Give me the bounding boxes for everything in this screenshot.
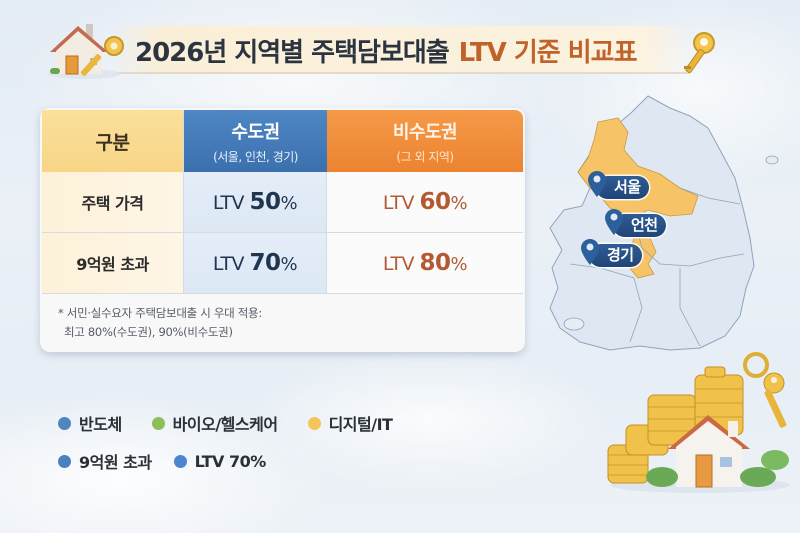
pin-label: 서울	[596, 176, 649, 199]
footnote-line-1: * 서민·실수요자 주택담보대출 시 우대 적용:	[58, 306, 262, 320]
header-category-label: 구분	[95, 131, 130, 154]
table-header-row: 구분 수도권 (서울, 인천, 경기) 비수도권 (그 외 지역)	[42, 110, 523, 172]
green-dot-icon	[151, 416, 165, 430]
pin-label: 언천	[613, 214, 666, 237]
legend-label: 바이오/헬스케어	[172, 415, 278, 434]
map-pin-seoul[interactable]: 서울	[588, 170, 649, 199]
legend-row: 9억원 초과 LTV 70%	[58, 448, 422, 474]
header-capital-label: 수도권	[231, 121, 280, 143]
pin-label: 경기	[589, 244, 642, 267]
table-row: 9억원 초과 LTV 70% LTV 80%	[42, 233, 523, 294]
header-non-capital-label: 비수도권	[392, 121, 458, 143]
blue-dot-icon	[173, 454, 187, 468]
row-label-cell: 9억원 초과	[42, 233, 184, 294]
header-non-capital-area: 비수도권 (그 외 지역)	[327, 110, 523, 172]
legend-label: 9억원 초과	[79, 453, 152, 472]
location-pin-icon	[588, 170, 606, 197]
legend-item-semiconductor: 반도체	[58, 411, 122, 435]
legend-label: 반도체	[79, 415, 122, 434]
yellow-dot-icon	[307, 416, 321, 430]
legend: 반도체 바이오/헬스케어 디지털/IT 9억원 초과 LTV 70%	[58, 410, 422, 486]
location-pin-icon	[605, 208, 623, 235]
header-category: 구분	[42, 110, 184, 172]
capital-ltv-value: LTV 50%	[212, 189, 298, 215]
row-label: 주택 가격	[81, 194, 144, 213]
title-accent: LTV 기준 비교표	[458, 37, 638, 68]
legend-item-over-900m: 9억원 초과	[58, 449, 152, 473]
title-main: 2026년 지역별 주택담보대출	[135, 37, 450, 68]
row-label: 9억원 초과	[76, 255, 149, 274]
legend-label: LTV 70%	[194, 451, 267, 471]
header-capital-sub: (서울, 인천, 경기)	[213, 149, 298, 164]
ltv-comparison-table: 구분 수도권 (서울, 인천, 경기) 비수도권 (그 외 지역) 주택 가격 …	[40, 108, 525, 352]
blue-dot-icon	[58, 416, 71, 430]
header-capital-area: 수도권 (서울, 인천, 경기)	[184, 110, 327, 172]
non-capital-ltv-cell: LTV 60%	[327, 172, 523, 233]
table-footnote: * 서민·실수요자 주택담보대출 시 우대 적용: 최고 80%(수도권), 9…	[58, 304, 262, 342]
house-with-key-icon	[48, 24, 124, 79]
page-title: 2026년 지역별 주택담보대출 LTV 기준 비교표	[135, 30, 637, 70]
capital-ltv-cell: LTV 50%	[184, 172, 327, 233]
header-non-capital-sub: (그 외 지역)	[396, 149, 454, 164]
map-pin-incheon[interactable]: 언천	[605, 208, 666, 237]
footnote-line-2: 최고 80%(수도권), 90%(비수도권)	[64, 325, 233, 339]
map-pin-gyeonggi[interactable]: 경기	[581, 238, 642, 267]
table-row: 주택 가격 LTV 50% LTV 60%	[42, 172, 523, 233]
legend-item-digital-it: 디지털/IT	[307, 411, 393, 435]
title-banner	[112, 26, 692, 74]
house-coins-key-icon	[607, 352, 790, 493]
golden-key-icon	[684, 32, 715, 74]
blue-dot-icon	[58, 454, 71, 468]
row-label-cell: 주택 가격	[42, 172, 184, 233]
non-capital-ltv-cell: LTV 80%	[327, 233, 523, 294]
legend-item-ltv-70: LTV 70%	[173, 451, 267, 471]
non-capital-ltv-value: LTV 60%	[382, 189, 468, 215]
legend-row: 반도체 바이오/헬스케어 디지털/IT	[58, 410, 422, 436]
legend-item-bio-healthcare: 바이오/헬스케어	[151, 411, 278, 435]
capital-ltv-value: LTV 70%	[212, 250, 298, 276]
location-pin-icon	[581, 238, 599, 265]
capital-ltv-cell: LTV 70%	[184, 233, 327, 294]
legend-label: 디지털/IT	[328, 415, 393, 434]
non-capital-ltv-value: LTV 80%	[382, 250, 468, 276]
